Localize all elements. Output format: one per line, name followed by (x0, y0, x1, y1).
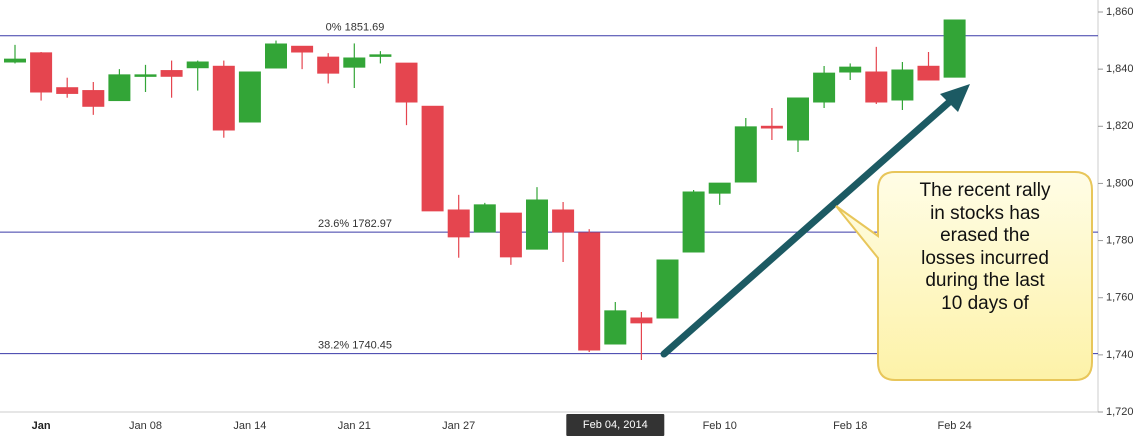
candle-body (317, 56, 340, 74)
crosshair-label-bg (566, 414, 665, 436)
candle-body (734, 126, 757, 183)
x-tick-label: Jan 21 (338, 420, 371, 432)
candle-body (682, 191, 705, 253)
callout-line: during the last (925, 270, 1045, 291)
candle-body (917, 65, 940, 81)
x-tick-label: Feb 18 (833, 420, 867, 432)
callout-line: The recent rally (919, 180, 1051, 201)
y-tick-label: 1,760 (1106, 292, 1134, 304)
y-tick-label: 1,840 (1106, 63, 1134, 75)
callout-line: losses incurred (921, 247, 1049, 269)
y-tick-label: 1,780 (1106, 234, 1134, 246)
x-tick-label: Feb 10 (703, 420, 737, 432)
candle-body (708, 182, 731, 194)
candle-body (813, 72, 836, 103)
callout-line: in stocks has (930, 202, 1040, 224)
x-tick-label: Jan (32, 420, 51, 432)
candle-body (265, 43, 287, 69)
candle-body (238, 71, 261, 123)
y-tick-label: 1,740 (1106, 349, 1134, 361)
candle-body (943, 19, 966, 78)
candle-body (82, 90, 105, 107)
y-tick-label: 1,720 (1106, 406, 1134, 418)
y-tick-label: 1,860 (1106, 6, 1134, 18)
candle-body (552, 209, 575, 233)
candle-body (30, 52, 53, 93)
callout-text: The recent rally in stocks has erased the l… (880, 180, 1090, 315)
callout-line: erased the (940, 225, 1030, 246)
candle-body (212, 65, 235, 131)
candle-body (526, 199, 548, 250)
arrow-head (940, 84, 970, 112)
candle-body (630, 317, 653, 324)
candle-body (4, 58, 26, 63)
candle-body (656, 259, 679, 319)
callout-line: 10 days of (941, 292, 1029, 314)
x-tick-label: Feb 04, 2014 (583, 419, 648, 431)
arrow-shaft (660, 93, 959, 358)
candle-body (865, 71, 888, 103)
x-tick-label: Jan 14 (233, 420, 266, 432)
candle-body (369, 54, 392, 57)
candle-body (891, 69, 914, 101)
x-tick-label: Jan 08 (129, 420, 162, 432)
y-tick-label: 1,800 (1106, 177, 1134, 189)
candle-body (186, 61, 209, 69)
candle-body (604, 310, 627, 345)
candle-body (421, 105, 444, 212)
candle-body (447, 209, 470, 238)
level-label: 23.6% 1782.97 (318, 218, 392, 230)
candle-body (499, 212, 522, 258)
level-label: 38.2% 1740.45 (318, 339, 392, 351)
candle-body (395, 62, 418, 103)
level-label: 0% 1851.69 (326, 22, 385, 34)
candle-body (473, 204, 496, 233)
candle-body (760, 125, 783, 129)
candle-body (108, 74, 131, 102)
y-tick-label: 1,820 (1106, 120, 1134, 132)
candle-body (291, 45, 314, 53)
callout-box (835, 171, 1093, 381)
candle-body (578, 232, 601, 351)
candle-body (56, 87, 79, 94)
candle-body (839, 66, 862, 73)
x-tick-label: Feb 24 (937, 420, 971, 432)
x-tick-label: Jan 27 (442, 420, 475, 432)
candle-body (160, 70, 183, 77)
candle-body (787, 97, 809, 141)
candle-body (343, 57, 366, 68)
candle-body (134, 74, 157, 77)
